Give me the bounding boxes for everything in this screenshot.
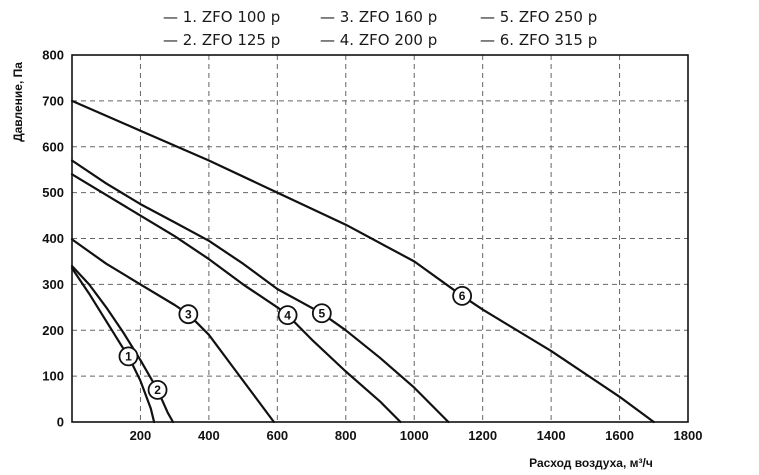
x-tick-label: 800 [335,428,357,443]
y-tick-label: 500 [42,185,64,200]
series-marker-label-4: 4 [284,308,291,322]
x-tick-label: 600 [266,428,288,443]
series-marker-label-1: 1 [125,350,132,364]
curves: 1 2 3 4 5 6 [70,99,655,424]
y-tick-label: 300 [42,277,64,292]
series-line-5 [70,159,450,424]
series-marker-circle-5 [311,303,332,324]
plot-frame [71,54,689,423]
y-tick-label: 800 [42,48,64,63]
x-axis-label: Расход воздуха, м³/ч [529,456,653,470]
y-tick-label: 600 [42,139,64,154]
legend-item-1: — 1. ZFO 100 p [163,8,280,26]
y-tick-label: 200 [42,323,64,338]
y-tick-labels: 0 100 200 300 400 500 600 700 800 [42,48,64,430]
y-tick-label: 100 [42,369,64,384]
x-tick-label: 1600 [605,428,634,443]
grid [72,54,689,423]
x-tick-labels: 200 400 600 800 1000 1200 1400 1600 1800 [130,428,703,443]
series-marker-circle-3 [178,304,199,325]
series-marker-label-3: 3 [185,307,192,321]
series-marker-label-2: 2 [154,383,161,397]
x-tick-label: 1000 [400,428,429,443]
series-marker-circle-4 [277,305,298,326]
x-tick-label: 1400 [537,428,566,443]
series-marker-label-5: 5 [318,307,325,321]
series-marker-circle-2 [147,379,168,400]
y-tick-label: 400 [42,231,64,246]
series-line-1 [70,267,156,424]
y-tick-label: 0 [57,415,64,430]
legend-item-3: — 3. ZFO 160 p [320,8,437,26]
series-line-4 [70,173,402,424]
legend-item-5: — 5. ZFO 250 p [480,8,597,26]
x-tick-label: 1200 [468,428,497,443]
series-line-2 [70,264,175,424]
series-marker-circle-6 [452,285,473,306]
legend-item-2: — 2. ZFO 125 p [163,31,280,49]
y-tick-label: 700 [42,93,64,108]
series-line-6 [70,99,655,424]
legend-item-6: — 6. ZFO 315 p [480,31,597,49]
series-marker-circle-1 [118,346,139,367]
x-tick-label: 1800 [674,428,703,443]
x-tick-label: 200 [130,428,152,443]
y-axis-label: Давление, Па [11,62,25,142]
series-marker-label-6: 6 [459,289,466,303]
legend: — 1. ZFO 100 p — 2. ZFO 125 p — 3. ZFO 160… [163,8,597,49]
x-tick-label: 400 [198,428,220,443]
legend-item-4: — 4. ZFO 200 p [320,31,437,49]
